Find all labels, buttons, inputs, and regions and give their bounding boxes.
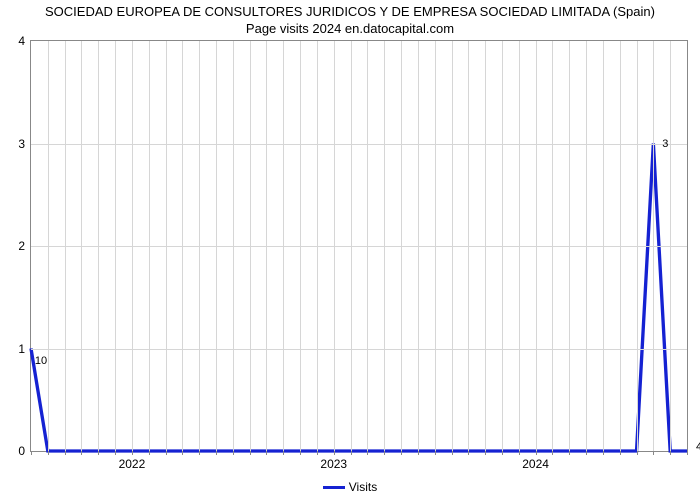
x-tick-minor [48, 451, 49, 455]
x-tick-minor [418, 451, 419, 455]
x-tick-minor [149, 451, 150, 455]
x-tick-minor [687, 451, 688, 455]
x-tick-label: 2024 [522, 451, 549, 471]
legend: Visits [0, 480, 700, 494]
gridline-v [367, 41, 368, 451]
x-tick-minor [502, 451, 503, 455]
gridline-v [283, 41, 284, 451]
gridline-v [452, 41, 453, 451]
gridline-v [65, 41, 66, 451]
gridline-v [384, 41, 385, 451]
x-tick-minor [182, 451, 183, 455]
gridline-v [250, 41, 251, 451]
x-tick-minor [670, 451, 671, 455]
x-tick-minor [384, 451, 385, 455]
x-tick-minor [603, 451, 604, 455]
chart-outer: 012342022202320241034 [30, 40, 688, 452]
visits-line [31, 144, 687, 452]
x-tick-minor [81, 451, 82, 455]
gridline-v [468, 41, 469, 451]
gridline-v [266, 41, 267, 451]
gridline-v [81, 41, 82, 451]
x-tick-minor [351, 451, 352, 455]
x-tick-minor [199, 451, 200, 455]
x-tick-minor [98, 451, 99, 455]
gridline-v [552, 41, 553, 451]
gridline-v [569, 41, 570, 451]
x-tick-minor [452, 451, 453, 455]
point-label: 10 [35, 355, 47, 367]
x-tick-label: 2023 [320, 451, 347, 471]
gridline-v [132, 41, 133, 451]
legend-swatch [323, 486, 345, 489]
chart-title: SOCIEDAD EUROPEA DE CONSULTORES JURIDICO… [0, 0, 700, 38]
gridline-v [334, 41, 335, 451]
x-tick-minor [216, 451, 217, 455]
gridline-v [418, 41, 419, 451]
y-tick-label: 1 [18, 342, 31, 356]
gridline-v [216, 41, 217, 451]
x-tick-minor [468, 451, 469, 455]
x-tick-minor [300, 451, 301, 455]
x-tick-minor [637, 451, 638, 455]
gridline-v [637, 41, 638, 451]
gridline-v [653, 41, 654, 451]
x-tick-minor [233, 451, 234, 455]
gridline-v [485, 41, 486, 451]
gridline-v [182, 41, 183, 451]
x-tick-minor [266, 451, 267, 455]
gridline-h [31, 144, 687, 145]
gridline-v [149, 41, 150, 451]
plot-area: 012342022202320241034 [30, 40, 688, 452]
y-tick-label: 0 [18, 444, 31, 458]
x-tick-minor [586, 451, 587, 455]
y-tick-label: 2 [18, 239, 31, 253]
x-tick-minor [65, 451, 66, 455]
gridline-v [670, 41, 671, 451]
gridline-v [300, 41, 301, 451]
gridline-v [351, 41, 352, 451]
gridline-v [115, 41, 116, 451]
gridline-v [519, 41, 520, 451]
x-tick-minor [620, 451, 621, 455]
gridline-v [536, 41, 537, 451]
point-label: 4 [696, 441, 700, 453]
point-label: 3 [662, 138, 668, 150]
gridline-v [401, 41, 402, 451]
x-tick-minor [317, 451, 318, 455]
x-tick-minor [115, 451, 116, 455]
x-tick-minor [250, 451, 251, 455]
gridline-v [586, 41, 587, 451]
x-tick-minor [435, 451, 436, 455]
x-tick-minor [552, 451, 553, 455]
x-tick-minor [519, 451, 520, 455]
gridline-h [31, 349, 687, 350]
gridline-v [98, 41, 99, 451]
x-tick-label: 2022 [119, 451, 146, 471]
y-tick-label: 3 [18, 137, 31, 151]
x-tick-minor [653, 451, 654, 455]
legend-label: Visits [349, 480, 377, 494]
gridline-v [166, 41, 167, 451]
x-tick-minor [569, 451, 570, 455]
gridline-v [199, 41, 200, 451]
gridline-v [620, 41, 621, 451]
x-tick-minor [485, 451, 486, 455]
chart-container: SOCIEDAD EUROPEA DE CONSULTORES JURIDICO… [0, 0, 700, 500]
gridline-v [603, 41, 604, 451]
x-tick-minor [283, 451, 284, 455]
gridline-v [48, 41, 49, 451]
gridline-v [233, 41, 234, 451]
gridline-v [502, 41, 503, 451]
x-tick-minor [31, 451, 32, 455]
gridline-h [31, 246, 687, 247]
x-tick-minor [367, 451, 368, 455]
y-tick-label: 4 [18, 34, 31, 48]
gridline-v [435, 41, 436, 451]
x-tick-minor [401, 451, 402, 455]
gridline-v [317, 41, 318, 451]
x-tick-minor [166, 451, 167, 455]
